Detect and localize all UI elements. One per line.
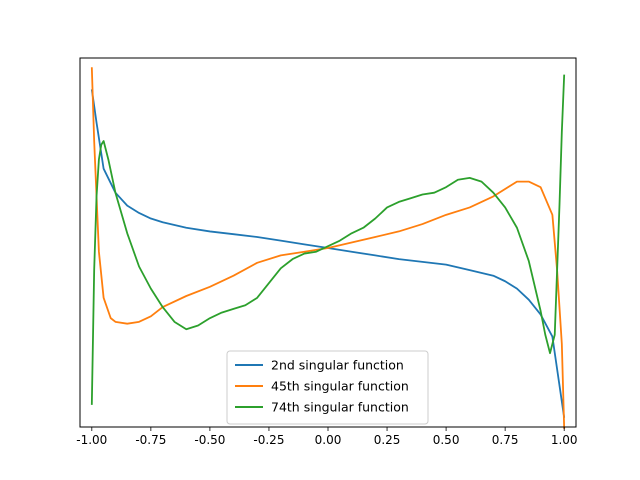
legend-label-3: 74th singular function bbox=[271, 400, 409, 415]
x-tick-label: 0.25 bbox=[374, 433, 401, 447]
x-tick-label: 0.50 bbox=[433, 433, 460, 447]
legend-label-2: 45th singular function bbox=[271, 379, 409, 394]
x-tick-label: 1.00 bbox=[551, 433, 578, 447]
x-tick-label: -0.75 bbox=[135, 433, 166, 447]
series-line-2 bbox=[90, 67, 566, 429]
legend: 2nd singular function 45th singular funct… bbox=[226, 350, 429, 425]
x-tick-label: 0.00 bbox=[315, 433, 342, 447]
series-line-1 bbox=[90, 89, 566, 418]
legend-label-1: 2nd singular function bbox=[271, 358, 404, 373]
x-axis-ticks: -1.00 -0.75 -0.50 -0.25 0.00 0.25 0.50 0.75 1.00 bbox=[76, 427, 578, 447]
x-tick-label: -1.00 bbox=[76, 433, 107, 447]
x-tick-label: -0.25 bbox=[253, 433, 284, 447]
legend-box bbox=[226, 350, 429, 425]
plot-lines bbox=[90, 67, 566, 429]
series-line-3 bbox=[90, 74, 566, 405]
x-tick-label: 0.75 bbox=[492, 433, 519, 447]
x-tick-label: -0.50 bbox=[194, 433, 225, 447]
